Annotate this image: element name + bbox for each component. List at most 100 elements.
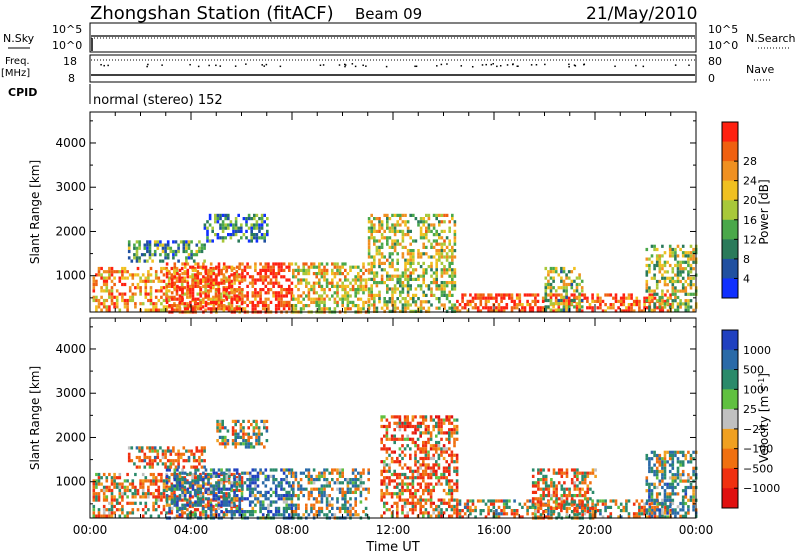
data-cell: [252, 445, 256, 449]
data-cell: [403, 476, 407, 480]
data-cell: [219, 226, 222, 230]
data-cell: [495, 296, 498, 300]
data-cell: [440, 476, 443, 480]
data-cell: [148, 249, 152, 254]
data-cell: [170, 472, 174, 477]
data-cell: [234, 445, 237, 449]
data-cell: [178, 494, 182, 498]
data-cell: [325, 481, 329, 485]
data-cell: [479, 512, 483, 516]
data-cell: [409, 488, 412, 493]
data-cell: [450, 479, 454, 483]
data-cell: [438, 287, 441, 291]
data-cell: [380, 469, 383, 473]
data-cell: [254, 268, 257, 272]
data-cell: [196, 297, 200, 301]
data-cell: [277, 304, 281, 308]
data-cell: [648, 305, 651, 309]
data-cell: [315, 291, 318, 295]
data-cell: [429, 472, 433, 477]
data-cell: [224, 236, 227, 240]
data-cell: [222, 275, 226, 279]
data-cell: [336, 272, 339, 276]
data-cell: [567, 308, 571, 312]
data-cell: [134, 273, 137, 277]
data-cell: [167, 289, 171, 293]
data-cell: [92, 276, 96, 280]
data-cell: [442, 450, 446, 454]
data-cell: [557, 515, 561, 519]
data-cell: [259, 278, 262, 282]
data-cell: [186, 487, 190, 491]
data-cell: [294, 275, 298, 279]
data-cell: [193, 273, 197, 277]
freq-dot: [635, 64, 637, 67]
data-cell: [144, 286, 148, 290]
data-cell: [288, 291, 291, 295]
data-cell: [95, 308, 98, 312]
data-cell: [233, 503, 236, 507]
data-cell: [338, 506, 342, 510]
data-cell: [207, 490, 210, 494]
data-cell: [645, 296, 649, 300]
data-cell: [578, 471, 582, 475]
data-cell: [201, 504, 205, 509]
data-cell: [144, 279, 148, 283]
data-cell: [118, 476, 122, 480]
data-cell: [663, 276, 667, 280]
data-cell: [274, 500, 278, 504]
data-cell: [288, 484, 291, 488]
data-cell: [487, 309, 490, 313]
data-cell: [280, 487, 283, 491]
data-cell: [312, 481, 316, 485]
data-cell: [290, 297, 294, 301]
data-cell: [458, 303, 462, 307]
data-cell: [552, 481, 556, 485]
data-cell: [173, 302, 176, 306]
data-cell: [260, 220, 264, 224]
data-cell: [406, 444, 409, 448]
data-cell: [206, 239, 209, 243]
data-cell: [274, 490, 278, 494]
data-cell: [141, 488, 145, 493]
data-cell: [404, 223, 407, 227]
data-cell: [684, 267, 688, 271]
data-cell: [645, 270, 649, 274]
data-cell: [181, 288, 184, 292]
data-cell: [547, 487, 551, 491]
data-cell: [604, 293, 607, 297]
data-cell: [186, 307, 190, 311]
data-cell: [583, 481, 587, 485]
data-cell: [547, 298, 550, 303]
data-cell: [424, 450, 428, 454]
data-cell: [427, 492, 430, 496]
data-cell: [174, 249, 178, 254]
data-cell: [173, 262, 177, 266]
data-cell: [580, 309, 584, 313]
data-cell: [151, 259, 154, 263]
data-cell: [367, 490, 370, 494]
data-cell: [113, 498, 116, 502]
data-cell: [230, 497, 234, 501]
data-cell: [416, 460, 420, 464]
data-cell: [658, 260, 662, 264]
data-cell: [412, 249, 415, 253]
data-cell: [110, 302, 114, 306]
data-cell: [359, 484, 363, 488]
data-cell: [121, 511, 124, 515]
data-cell: [108, 485, 111, 489]
data-cell: [206, 282, 210, 287]
data-cell: [282, 468, 286, 472]
data-cell: [674, 279, 677, 284]
data-cell: [583, 505, 587, 509]
data-cell: [105, 479, 109, 483]
data-cell: [432, 469, 435, 473]
data-cell: [341, 288, 344, 292]
data-cell: [136, 286, 140, 290]
data-cell: [401, 236, 405, 240]
data-cell: [430, 261, 433, 265]
data-cell: [435, 463, 438, 467]
data-cell: [609, 512, 613, 516]
data-cell: [288, 513, 291, 517]
data-cell: [380, 498, 383, 502]
